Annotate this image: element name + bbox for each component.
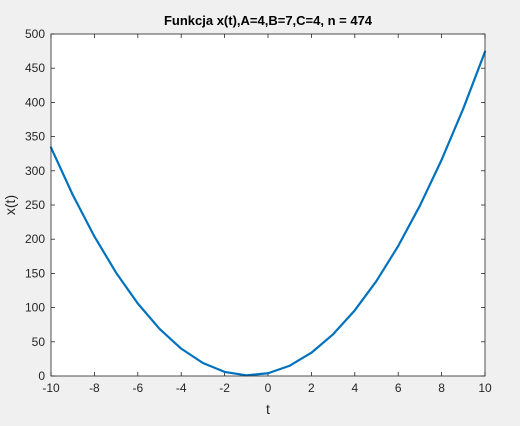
x-tick-label: 4 — [351, 381, 358, 395]
x-tick-label: -8 — [89, 381, 100, 395]
x-tick-label: 8 — [438, 381, 445, 395]
x-tick-label: -10 — [42, 381, 60, 395]
y-tick-label: 100 — [25, 301, 45, 315]
x-tick-label: -6 — [132, 381, 143, 395]
x-tick-label: 0 — [265, 381, 272, 395]
x-axis-label: t — [266, 401, 270, 417]
y-tick-label: 150 — [25, 266, 45, 280]
y-tick-label: 450 — [25, 61, 45, 75]
y-axis-label: x(t) — [2, 195, 18, 215]
plot-area — [51, 34, 485, 376]
x-tick-label: 6 — [395, 381, 402, 395]
x-tick-label: 2 — [308, 381, 315, 395]
series-layer — [49, 50, 487, 377]
y-tick-label: 250 — [25, 198, 45, 212]
y-tick-label: 0 — [38, 369, 45, 383]
plot-frame — [50, 33, 486, 377]
y-tick-label: 200 — [25, 232, 45, 246]
chart-title: Funkcja x(t),A=4,B=7,C=4, n = 474 — [164, 13, 373, 28]
x-tick-label: -4 — [176, 381, 187, 395]
x-tick-label: -2 — [219, 381, 230, 395]
ticks-layer: -10 -8 -6 -4 -2 0 2 4 6 8 100501001502002503003504… — [25, 27, 492, 395]
x-tick-label: 10 — [478, 381, 492, 395]
y-tick-label: 500 — [25, 27, 45, 41]
y-tick-label: 350 — [25, 130, 45, 144]
y-tick-label: 400 — [25, 95, 45, 109]
y-tick-label: 300 — [25, 164, 45, 178]
series-line-0 — [49, 50, 487, 377]
y-tick-label: 50 — [32, 335, 46, 349]
